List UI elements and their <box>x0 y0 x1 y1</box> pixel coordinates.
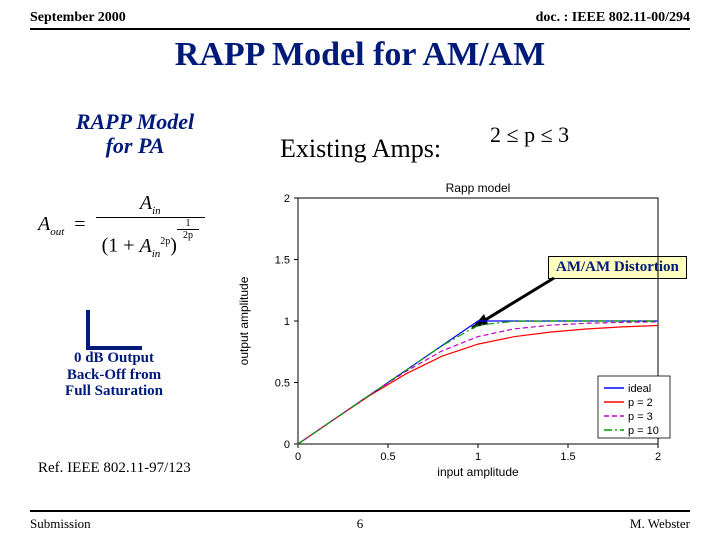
svg-text:0: 0 <box>284 439 290 451</box>
header-rule <box>30 28 690 30</box>
rapp-chart: Rapp model 0 0.5 1 1.5 2 0 0.5 1 1.5 2 input amplit… <box>230 180 678 480</box>
svg-text:2: 2 <box>284 193 290 205</box>
header-doc: doc. : IEEE 802.11-00/294 <box>536 10 690 26</box>
p-range: 2 ≤ p ≤ 3 <box>490 122 569 148</box>
svg-text:1: 1 <box>284 316 290 328</box>
svg-text:input amplitude: input amplitude <box>437 465 519 479</box>
footer-rule <box>30 510 690 512</box>
svg-text:1.5: 1.5 <box>560 451 575 463</box>
subtitle-line1: RAPP Model <box>76 109 194 134</box>
reference: Ref. IEEE 802.11-97/123 <box>38 460 191 477</box>
svg-text:1: 1 <box>475 451 481 463</box>
footer-page: 6 <box>357 516 364 532</box>
svg-text:0.5: 0.5 <box>275 378 290 390</box>
svg-text:p = 10: p = 10 <box>628 425 659 437</box>
svg-text:0.5: 0.5 <box>380 451 395 463</box>
svg-text:output amplitude: output amplitude <box>237 276 251 365</box>
existing-amps-label: Existing Amps: <box>280 134 441 164</box>
svg-text:0: 0 <box>295 451 301 463</box>
svg-text:p = 3: p = 3 <box>628 411 653 423</box>
svg-text:Rapp model: Rapp model <box>446 181 511 195</box>
backoff-callout-arm <box>86 308 146 350</box>
subtitle: RAPP Model for PA <box>40 110 230 158</box>
subtitle-line2: for PA <box>106 133 165 158</box>
footer: Submission 6 M. Webster <box>30 516 690 532</box>
rapp-formula: Aout = Ain (1 + Ain2p)12p <box>38 192 205 260</box>
footer-left: Submission <box>30 516 91 532</box>
svg-text:p = 2: p = 2 <box>628 397 653 409</box>
page-title: RAPP Model for AM/AM <box>30 36 690 74</box>
svg-text:ideal: ideal <box>628 383 651 395</box>
header-date: September 2000 <box>30 10 126 26</box>
footer-right: M. Webster <box>630 516 690 532</box>
backoff-callout: 0 dB Output Back-Off from Full Saturatio… <box>44 350 184 400</box>
svg-text:2: 2 <box>655 451 661 463</box>
svg-text:1.5: 1.5 <box>275 255 290 267</box>
